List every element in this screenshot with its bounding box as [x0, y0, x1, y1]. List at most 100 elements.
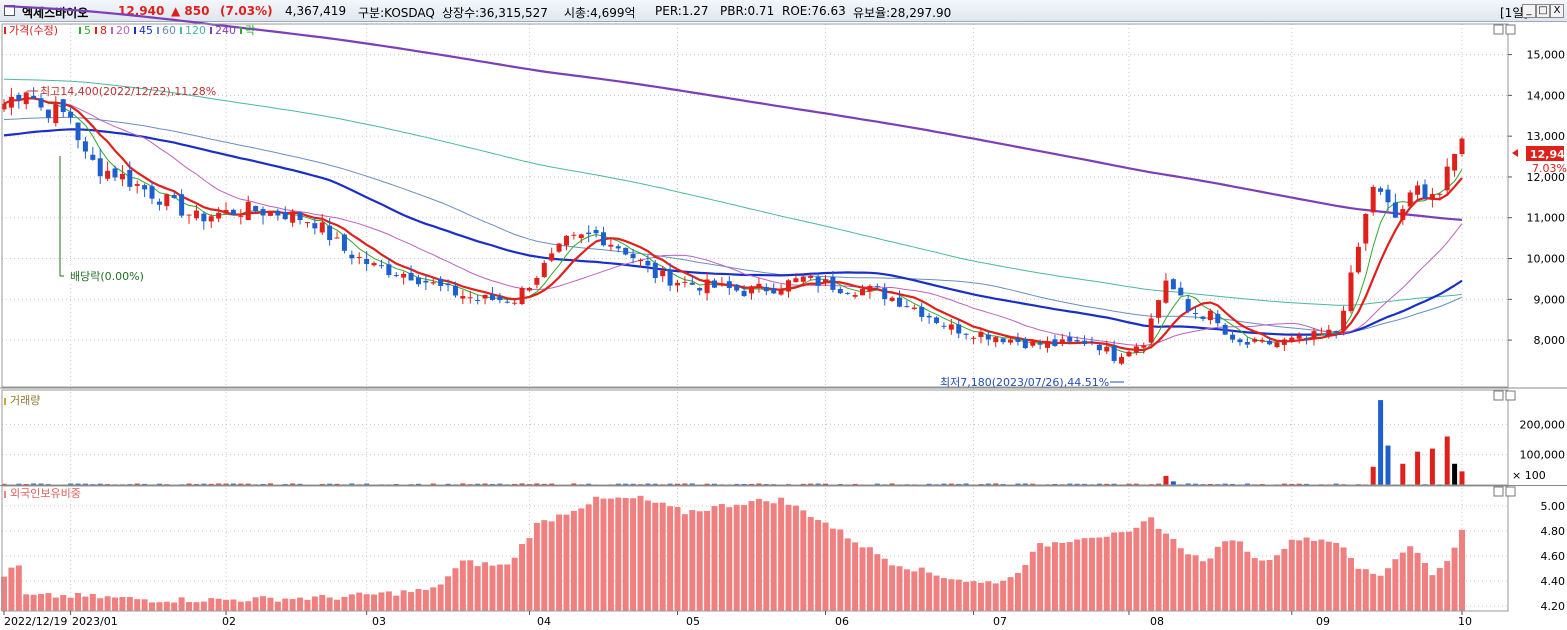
- foreign-bar: [282, 598, 289, 611]
- close-button[interactable]: X: [1550, 4, 1564, 18]
- candle-body: [408, 272, 414, 281]
- foreign-bar: [1288, 539, 1295, 611]
- candle-body: [8, 96, 14, 108]
- foreign-bar: [223, 599, 230, 611]
- foreign-bar: [67, 597, 74, 611]
- foreign-bar: [622, 497, 629, 611]
- foreign-bar: [1310, 540, 1317, 611]
- period-selector[interactable]: [1일]: [1500, 6, 1529, 20]
- candle-body: [1074, 340, 1080, 342]
- legend-label-7: 240: [215, 24, 236, 37]
- volume-bar: [31, 483, 37, 485]
- axes: 15,000 14,000 13,000 12,000 11,000 10,000 9,00…: [0, 23, 1567, 628]
- candle-body: [393, 275, 399, 277]
- candle-body: [1067, 337, 1073, 342]
- foreign-bar: [8, 567, 15, 611]
- price-panel-buttons[interactable]: [1493, 24, 1516, 35]
- candle-body: [1148, 318, 1154, 343]
- foreign-bar: [156, 602, 163, 611]
- candle-body: [1119, 357, 1125, 364]
- volume-unit-label: × 100: [1512, 469, 1546, 482]
- foreign-bar: [1214, 546, 1221, 611]
- candle-body: [749, 286, 755, 294]
- candle-body: [1193, 313, 1199, 315]
- foreign-bar: [1236, 541, 1243, 611]
- foreign-bar: [881, 558, 888, 611]
- volume-bar: [290, 483, 296, 485]
- candle-body: [319, 222, 325, 233]
- foreign-bar: [933, 575, 940, 611]
- foreign-bar: [926, 572, 933, 611]
- legend-swatch: [95, 27, 97, 34]
- candle-body: [1259, 339, 1265, 342]
- foreign-bar: [1177, 548, 1184, 611]
- foreign-bar: [1318, 539, 1325, 611]
- legend-swatch: [4, 27, 6, 34]
- foreign-bar: [785, 504, 792, 611]
- candle-body: [16, 94, 22, 101]
- candle-body: [1385, 189, 1391, 203]
- volume-bar: [38, 483, 44, 485]
- foreign-bar: [1444, 561, 1451, 611]
- maximize-button[interactable]: □: [1536, 4, 1550, 18]
- foreign-bar: [1192, 555, 1199, 611]
- foreign-bar: [1414, 552, 1421, 611]
- volume-bar: [1289, 483, 1295, 485]
- volume-bar: [704, 483, 710, 485]
- foreign-bar: [1273, 555, 1280, 611]
- candle-body: [771, 288, 777, 294]
- foreign-bar: [393, 595, 400, 611]
- foreign-bar: [992, 583, 999, 611]
- candle-body: [164, 194, 170, 207]
- volume-bar: [985, 483, 991, 485]
- candle-body: [512, 302, 518, 304]
- candle-body: [238, 215, 244, 217]
- x-tick-label: 06: [835, 615, 849, 628]
- foreign-bar: [230, 599, 237, 611]
- volume-bar: [889, 483, 895, 485]
- pbr-value: PBR:0.71: [720, 4, 775, 18]
- volume-bar: [1170, 481, 1176, 485]
- candle-body: [1096, 344, 1102, 351]
- candle-body: [156, 201, 162, 205]
- candle-body: [971, 337, 977, 339]
- candle-body: [208, 216, 214, 222]
- foreign-bar: [252, 597, 259, 611]
- foreign-bar: [208, 598, 215, 611]
- foreign-bar: [822, 522, 829, 611]
- foreign-bar: [940, 578, 947, 611]
- candle-body: [593, 229, 599, 234]
- foreign-bar: [1325, 541, 1332, 611]
- foreign-bar: [1370, 573, 1377, 611]
- candle-body: [1163, 280, 1169, 303]
- candle-body: [90, 154, 96, 160]
- foreign-bar: [1155, 528, 1162, 611]
- candle-body: [312, 223, 318, 229]
- foreign-bar: [585, 504, 592, 611]
- candle-body: [993, 337, 999, 343]
- volume-panel-buttons[interactable]: [1493, 390, 1516, 401]
- candle-body: [349, 254, 355, 259]
- volume-bar: [1378, 400, 1384, 485]
- volume-bar: [1452, 463, 1458, 485]
- foreign-bar: [348, 594, 355, 611]
- candle-body: [756, 283, 762, 287]
- volume-bar: [852, 483, 858, 485]
- volume-bar: [1133, 483, 1139, 485]
- volume-bar: [652, 483, 658, 485]
- candle-body: [830, 276, 836, 290]
- candle-body: [867, 285, 873, 292]
- volume-bar: [711, 483, 717, 485]
- x-tick-label: 05: [686, 615, 700, 628]
- candle-body: [948, 324, 954, 330]
- candle-body: [371, 263, 377, 266]
- foreign-bar: [1051, 542, 1058, 611]
- foreign-bar: [1429, 575, 1436, 611]
- legend-label-3: 20: [116, 24, 130, 37]
- minimize-button[interactable]: _: [1522, 4, 1536, 18]
- foreign-panel-buttons[interactable]: [1493, 486, 1516, 497]
- foreign-bar: [1199, 561, 1206, 611]
- foreign-bar: [415, 589, 422, 611]
- foreign-bar: [89, 593, 96, 611]
- volume-bar: [549, 483, 555, 485]
